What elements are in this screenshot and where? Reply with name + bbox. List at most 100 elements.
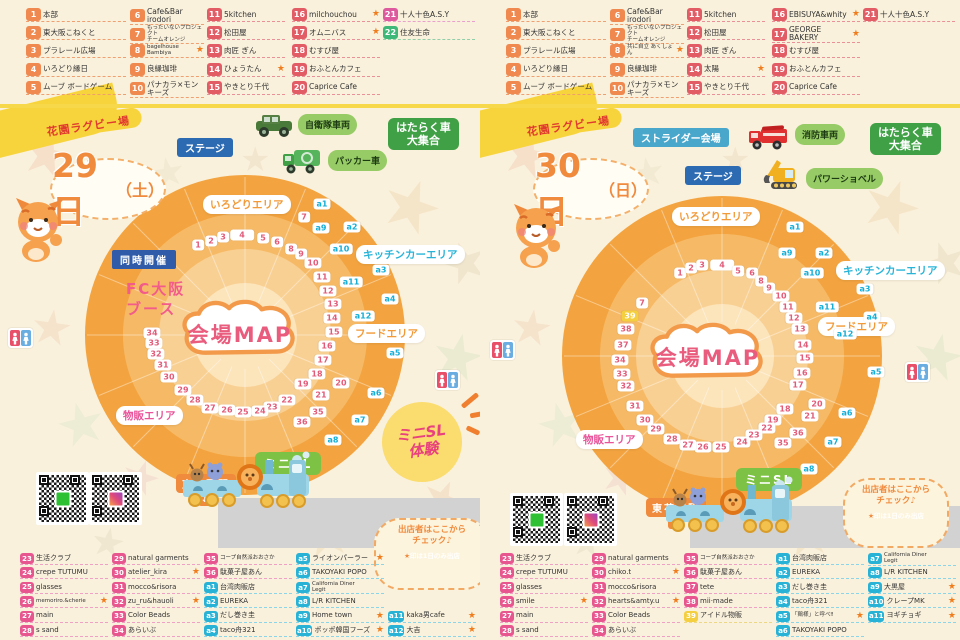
- stall-marker-6: 6: [746, 267, 758, 279]
- line-qr-code: [36, 472, 89, 525]
- vendor-list-item-8: 8 共に自立 あくしょん ★: [610, 44, 684, 59]
- vendor-name-label: glasses: [36, 582, 62, 591]
- vendor-name-label: コープ自然派おおさか: [700, 554, 755, 561]
- one-day-star-icon: ★: [375, 625, 384, 635]
- stall-marker-1: 1: [674, 267, 686, 279]
- stall-marker-31: 31: [626, 400, 644, 412]
- vendor-name-label: 5kitchen: [704, 9, 737, 19]
- decor-star-icon: ★: [240, 140, 271, 180]
- vendor-number-badge: a6: [296, 567, 310, 579]
- vendor-number-badge: 38: [684, 596, 698, 608]
- burst-ray: [469, 410, 480, 419]
- vendor-name-label: main: [516, 611, 534, 620]
- vendor-list-item-6: 6 Cafe&Bar irodori: [130, 8, 204, 25]
- stall-marker-21: 21: [312, 389, 330, 401]
- vendor-number-badge: 11: [207, 8, 222, 21]
- one-day-star-icon: ★: [947, 610, 956, 621]
- vendor-name-label: おふとんカフェ: [789, 64, 842, 74]
- vendor-list-item-a3: a3 だし巻き圭: [204, 610, 292, 623]
- vendor-list-item-5: 5 ムーブ ボードゲーム: [506, 80, 606, 95]
- map-title-cloud: 会場MAP: [175, 295, 305, 371]
- vendor-list-item-a4: a4 taco舟321: [776, 596, 864, 609]
- vendor-list-item-26: 26 memoriro.&cherie ★: [20, 596, 108, 609]
- vendor-number-badge: a12: [388, 625, 405, 636]
- vendor-name-label: mocco&risora: [608, 582, 657, 591]
- stall-marker-14: 14: [794, 339, 812, 351]
- vendor-name-label: California Diner Legit: [884, 552, 927, 564]
- vendor-number-badge: 27: [500, 610, 514, 622]
- vendor-number-badge: 17: [772, 27, 787, 41]
- restroom-figure: [503, 342, 513, 358]
- vendor-name-label: 駄菓子屋あん: [700, 568, 742, 577]
- vendor-number-badge: 8: [610, 44, 625, 58]
- decor-star-icon: ★: [26, 297, 77, 359]
- stall-marker-11: 11: [313, 271, 331, 283]
- vendor-list-item-3: 3 プラレール広場: [26, 44, 126, 59]
- vendor-list-item-13: 13 肉匠 ぎん: [687, 44, 765, 59]
- stall-marker-a7: a7: [351, 414, 369, 426]
- vendor-list-item-31: 31 mocco&risora: [112, 581, 200, 594]
- instagram-icon: [582, 511, 599, 528]
- vendor-number-badge: 26: [20, 596, 34, 608]
- qr-finder: [544, 496, 554, 506]
- stall-marker-34: 34: [611, 354, 629, 366]
- stall-marker-a11: a11: [815, 301, 839, 313]
- vehicle-label: パッカー車: [328, 150, 388, 171]
- fire-truck-icon: [748, 124, 788, 155]
- vendor-name-label: chiko.t: [608, 568, 632, 577]
- vendor-list-item-9: 9 良縁珈琲: [610, 62, 684, 77]
- vendor-number-badge: 7: [610, 28, 625, 42]
- vendor-name-label: オムニバス: [309, 27, 347, 37]
- vendor-list-item-a9: a9 大黒屋 ★: [868, 581, 956, 594]
- vendor-name-label: s sand: [516, 625, 539, 634]
- vendor-name-label: 台湾肉販店: [792, 553, 827, 562]
- one-day-star-icon: ★: [99, 596, 108, 607]
- vendor-name-label: パナカラ×モンキーズ: [147, 79, 199, 97]
- vendor-name-label: glasses: [516, 582, 542, 591]
- vendor-list-item-a11: a11 kaka男cafe ★: [388, 610, 476, 623]
- vendor-name-label: 本部: [43, 9, 58, 19]
- vendor-name-label: ヨギチョギ: [886, 611, 922, 620]
- stall-marker-a9: a9: [778, 247, 796, 259]
- restroom-figure: [918, 364, 928, 380]
- vendor-number-badge: 14: [687, 62, 702, 76]
- map-title-text: 会場MAP: [655, 346, 761, 370]
- restroom-icon: [435, 370, 460, 390]
- vendor-name-label: kaka男cafe: [406, 611, 445, 620]
- line-qr-code: [510, 493, 563, 546]
- vendor-number-badge: 24: [500, 567, 514, 579]
- vendor-list-item-28: 28 s sand: [500, 625, 588, 637]
- mini-sl-experience-text: ミニSL 体験: [394, 420, 447, 461]
- vendor-number-badge: 8: [130, 44, 145, 58]
- vendor-list-item-7: 7 もったいないプロジェクト チームオレンジ: [610, 25, 684, 45]
- one-day-star-icon: ★: [467, 625, 476, 635]
- stall-marker-18: 18: [776, 403, 794, 415]
- vendor-name-label: Home town: [312, 611, 353, 620]
- vendor-number-badge: 16: [772, 8, 787, 21]
- vehicle-label: パワーショベル: [806, 168, 883, 189]
- vendor-name-label: 東大阪こねくと: [43, 27, 96, 37]
- one-day-star-icon: ★: [191, 596, 200, 607]
- vendor-name-label: 大吉: [406, 625, 421, 634]
- vendor-name-label: TAKOYAKI POPO: [792, 625, 847, 634]
- vendor-check-bubble: 出店者はここから チェック♪ ★印は1日のみ出店: [374, 518, 480, 590]
- vendor-list-item-27: 27 main: [20, 610, 108, 623]
- vendor-number-badge: 23: [500, 553, 514, 564]
- vendor-number-badge: a2: [204, 596, 218, 608]
- one-day-star-icon: ★: [375, 610, 384, 621]
- vendor-list-item-a10: a10 ポッポ韓国フーズ ★: [296, 625, 384, 637]
- vendor-name-label: アイドル物販: [700, 611, 742, 620]
- stall-marker-a6: a6: [367, 387, 385, 399]
- vendor-number-badge: 35: [204, 553, 218, 564]
- strider-venue-label: ストライダー会場: [633, 128, 729, 147]
- vendor-list-item-19: 19 おふとんカフェ: [292, 62, 380, 77]
- stall-marker-8: 8: [755, 275, 767, 287]
- vendor-list-item-25: 25 glasses: [500, 581, 588, 594]
- vendor-number-badge: 10: [130, 82, 145, 96]
- vendor-number-badge: 39: [684, 610, 698, 622]
- vendor-number-badge: 9: [130, 62, 145, 76]
- one-day-star-icon: ★: [371, 9, 380, 19]
- vendor-list-item-34: 34 あらいぶ: [592, 625, 680, 637]
- qr-finder: [513, 496, 523, 506]
- stall-marker-28: 28: [663, 433, 681, 445]
